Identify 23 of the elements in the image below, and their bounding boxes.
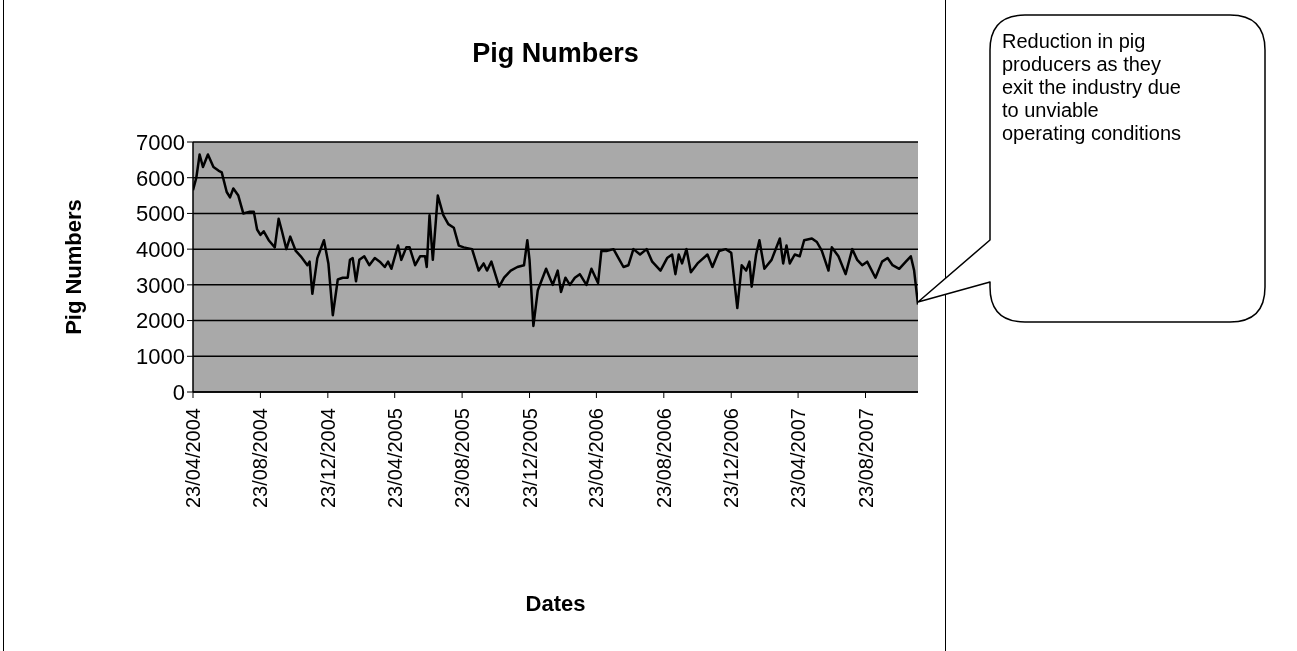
y-tick-label: 6000: [136, 165, 185, 191]
x-tick-label: 23/04/2004: [182, 408, 204, 509]
x-tick-label: 23/08/2005: [451, 408, 474, 509]
y-tick-label: 5000: [136, 201, 185, 227]
x-tick-label: 23/08/2007: [854, 408, 877, 509]
chart-title: Pig Numbers: [471, 38, 640, 69]
y-tick-label: 7000: [136, 129, 185, 155]
y-tick-label: 2000: [136, 308, 185, 334]
text: Reduction in pig producers as they exit the industry due to unviable operating conditions: [1002, 30, 1182, 145]
x-tick-label: 23/08/2006: [652, 408, 675, 509]
y-axis-title: Pig Numbers: [60, 199, 86, 335]
x-tick-label: 23/08/2004: [249, 408, 272, 509]
x-tick-label: 23/04/2006: [585, 408, 608, 509]
x-tick-label: 23/12/2004: [316, 408, 339, 509]
x-tick-label: 23/12/2006: [720, 408, 743, 509]
y-tick-label: 1000: [136, 344, 185, 370]
y-tick-label: 4000: [136, 236, 185, 262]
y-tick-label: 3000: [136, 272, 185, 298]
x-tick-label: 23/04/2005: [383, 408, 406, 509]
x-axis-title: Dates: [525, 591, 586, 616]
y-tick-label: 0: [172, 379, 185, 405]
x-tick-label: 23/04/2007: [787, 408, 810, 509]
x-tick-label: 23/12/2005: [518, 408, 541, 509]
